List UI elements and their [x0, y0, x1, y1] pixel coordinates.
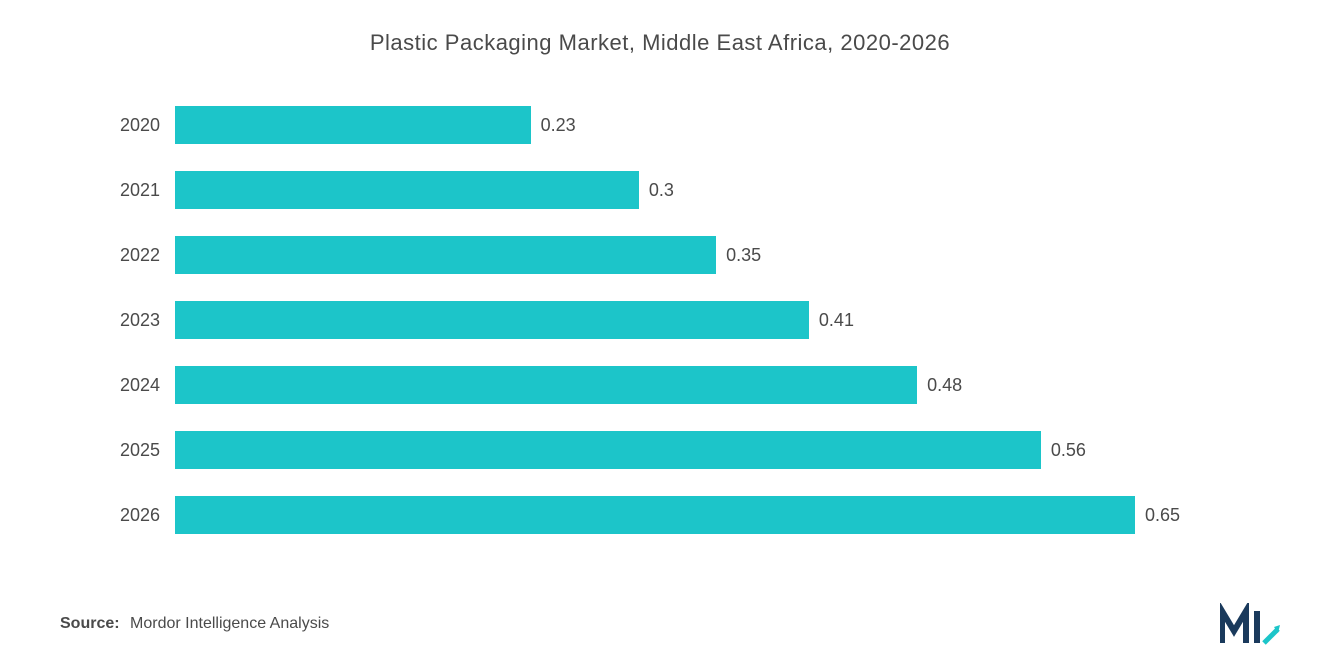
bar-row: 2023 0.41: [100, 301, 1180, 339]
bar-row: 2020 0.23: [100, 106, 1180, 144]
bar-value-label: 0.3: [649, 180, 674, 201]
bar-value-label: 0.23: [541, 115, 576, 136]
bar-value-label: 0.41: [819, 310, 854, 331]
bar-wrapper: 0.3: [175, 171, 1180, 209]
bar-wrapper: 0.41: [175, 301, 1180, 339]
brand-logo: [1220, 603, 1280, 645]
bar: [175, 236, 716, 274]
bar-wrapper: 0.48: [175, 366, 1180, 404]
bar-value-label: 0.65: [1145, 505, 1180, 526]
source-label: Source:: [60, 615, 120, 632]
bar-value-label: 0.48: [927, 375, 962, 396]
bar: [175, 106, 531, 144]
bars-area: 20200.2320210.320220.3520230.4120240.482…: [60, 106, 1260, 534]
bar-category-label: 2023: [100, 310, 160, 331]
bar-row: 2025 0.56: [100, 431, 1180, 469]
bar-row: 2022 0.35: [100, 236, 1180, 274]
chart-title: Plastic Packaging Market, Middle East Af…: [60, 30, 1260, 56]
bar-wrapper: 0.35: [175, 236, 1180, 274]
bar-row: 2026 0.65: [100, 496, 1180, 534]
bar-row: 2024 0.48: [100, 366, 1180, 404]
bar-category-label: 2021: [100, 180, 160, 201]
mi-logo-icon: [1220, 603, 1280, 645]
bar-category-label: 2022: [100, 245, 160, 266]
bar-value-label: 0.35: [726, 245, 761, 266]
bar-category-label: 2020: [100, 115, 160, 136]
bar-wrapper: 0.23: [175, 106, 1180, 144]
bar-category-label: 2025: [100, 440, 160, 461]
bar: [175, 171, 639, 209]
bar: [175, 431, 1041, 469]
bar-category-label: 2026: [100, 505, 160, 526]
chart-container: Plastic Packaging Market, Middle East Af…: [0, 0, 1320, 665]
bar-wrapper: 0.56: [175, 431, 1180, 469]
bar: [175, 366, 917, 404]
source-attribution: Source: Mordor Intelligence Analysis: [60, 615, 329, 633]
bar: [175, 301, 809, 339]
source-text: Mordor Intelligence Analysis: [130, 615, 329, 632]
bar: [175, 496, 1135, 534]
bar-category-label: 2024: [100, 375, 160, 396]
bar-wrapper: 0.65: [175, 496, 1180, 534]
bar-row: 2021 0.3: [100, 171, 1180, 209]
bar-value-label: 0.56: [1051, 440, 1086, 461]
